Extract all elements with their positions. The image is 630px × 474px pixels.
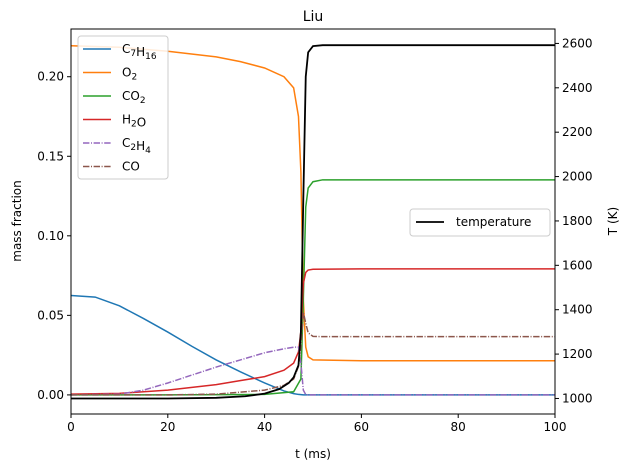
y-right-tick-label: 2600: [562, 36, 593, 50]
legend-label: CO: [122, 160, 140, 174]
y-right-tick-label: 1600: [562, 258, 593, 272]
y-right-tick-label: 2200: [562, 125, 593, 139]
y-right-tick-label: 2400: [562, 81, 593, 95]
y-right-tick-label: 1800: [562, 214, 593, 228]
y-right-tick-label: 1400: [562, 303, 593, 317]
x-tick-label: 60: [354, 420, 369, 434]
x-tick-label: 80: [451, 420, 466, 434]
y-axis-label-left: mass fraction: [10, 180, 24, 261]
y-axis-label-right: T (K): [606, 207, 620, 236]
y-right-tick-label: 1000: [562, 391, 593, 405]
series-line-right-0: [71, 44, 555, 400]
y-right-tick-label: 2000: [562, 170, 593, 184]
legend-label: H2O: [122, 113, 146, 130]
legend-left: C7H16 O2 CO2 H2O C2H4 CO: [77, 35, 169, 180]
y-left-tick-label: 0.00: [37, 388, 64, 402]
series-line-left-0: [71, 294, 555, 396]
legend-right: temperature: [409, 208, 551, 237]
chart-title: Liu: [303, 9, 324, 25]
y-right-tick-label: 1200: [562, 347, 593, 361]
legend-label: C2H4: [122, 136, 151, 156]
y-left-tick-label: 0.20: [37, 70, 64, 84]
legend-label: temperature: [456, 215, 531, 229]
x-tick-label: 100: [544, 420, 567, 434]
x-tick-label: 40: [257, 420, 272, 434]
y-left-tick-label: 0.15: [37, 149, 64, 163]
x-tick-label: 20: [160, 420, 175, 434]
plot-frame: [70, 28, 556, 415]
x-axis-label: t (ms): [295, 447, 331, 461]
legend-label: CO2: [122, 89, 146, 106]
legend-label: O2: [122, 66, 137, 83]
y-left-tick-label: 0.05: [37, 308, 64, 322]
legend-label: C7H16: [122, 42, 157, 62]
y-left-tick-label: 0.10: [37, 229, 64, 243]
series-line-left-5: [71, 312, 555, 396]
series-line-left-4: [71, 346, 555, 396]
x-tick-label: 0: [67, 420, 75, 434]
series-line-left-3: [71, 268, 555, 395]
series-line-left-1: [71, 44, 555, 362]
